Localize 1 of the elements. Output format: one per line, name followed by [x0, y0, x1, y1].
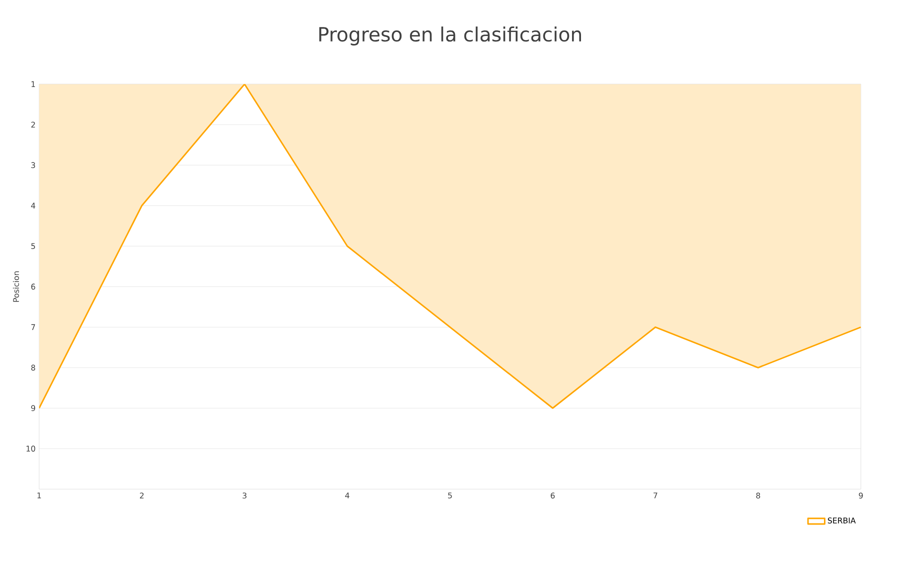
chart-title: Progreso en la clasificacion — [319, 26, 581, 46]
